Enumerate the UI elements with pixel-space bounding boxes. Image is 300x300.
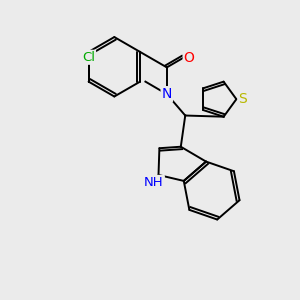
Text: S: S	[238, 92, 247, 106]
Text: Cl: Cl	[82, 51, 95, 64]
Text: NH: NH	[144, 176, 164, 189]
Text: N: N	[162, 87, 172, 101]
Text: O: O	[184, 51, 195, 65]
